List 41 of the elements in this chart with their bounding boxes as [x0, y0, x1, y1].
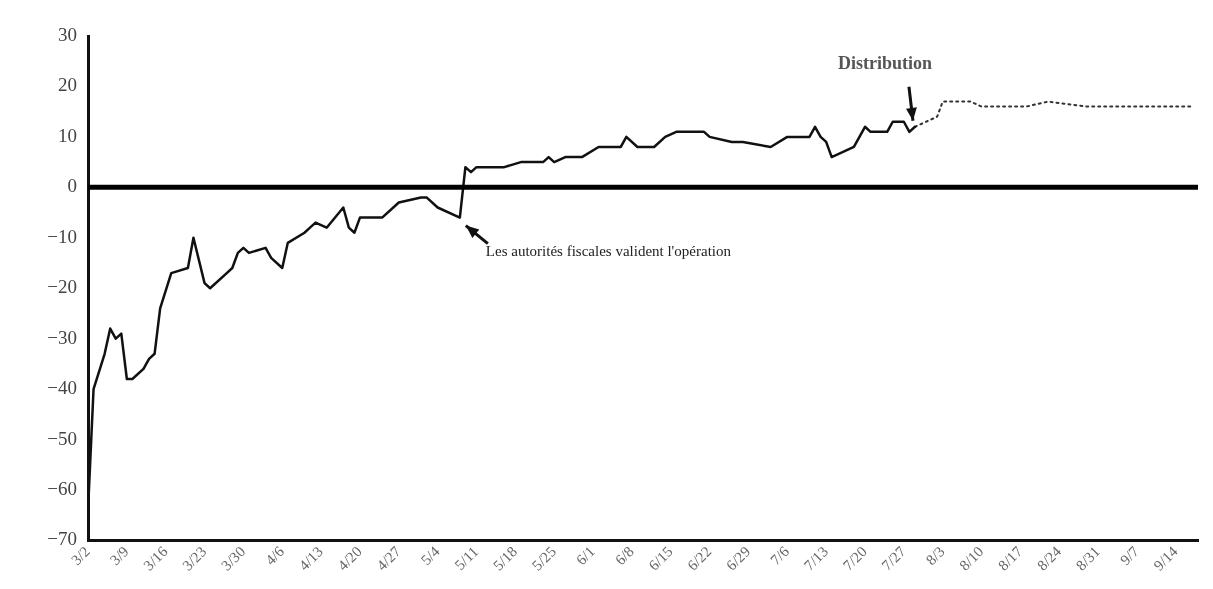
y-tick-label: −10 [47, 225, 77, 247]
x-tick-label: 3/16 [140, 543, 171, 574]
x-tick-label: 8/10 [956, 543, 987, 574]
x-tick-label: 3/30 [218, 543, 249, 574]
x-tick-label: 3/23 [179, 543, 210, 574]
x-tick-label: 6/15 [645, 543, 676, 574]
x-tick-label: 4/6 [262, 543, 288, 569]
x-tick-label: 8/3 [922, 543, 948, 569]
y-tick-label: 0 [67, 175, 77, 197]
y-tick-label: −20 [47, 276, 77, 298]
x-tick-label: 5/18 [490, 543, 521, 574]
y-tick-label: 30 [58, 23, 77, 45]
x-tick-label: 6/29 [723, 543, 754, 574]
x-tick-label: 7/20 [839, 543, 870, 574]
y-tick-label: 10 [58, 124, 77, 146]
x-tick-label: 7/13 [800, 543, 832, 574]
x-tick-label: 8/24 [1033, 543, 1065, 574]
x-tick-label: 5/25 [528, 543, 560, 574]
annotation: Distribution [837, 53, 932, 74]
x-tick-label: 3/9 [106, 543, 132, 569]
x-tick-label: 6/8 [611, 543, 637, 569]
annotation: Les autorités fiscales valident l'opération [485, 242, 732, 259]
x-tick-label: 4/20 [334, 543, 365, 574]
x-tick-label: 6/22 [684, 543, 715, 574]
y-tick-label: −40 [47, 377, 77, 399]
x-tick-label: 5/11 [451, 543, 482, 574]
x-tick-label: 4/27 [373, 543, 405, 574]
y-tick-label: 20 [58, 74, 77, 96]
x-tick-label: 7/27 [878, 543, 910, 574]
x-tick-label: 9/7 [1116, 543, 1143, 569]
x-tick-label: 5/4 [417, 543, 443, 569]
x-tick-label: 8/31 [1072, 543, 1104, 574]
x-tick-label: 4/13 [295, 543, 327, 574]
y-tick-label: −60 [47, 477, 77, 499]
x-tick-label: 6/1 [573, 543, 598, 569]
x-tick-label: 8/17 [995, 543, 1026, 574]
x-tick-label: 9/14 [1150, 543, 1182, 574]
y-tick-label: −30 [47, 326, 77, 348]
y-tick-label: −70 [47, 528, 77, 550]
y-tick-label: −50 [47, 427, 77, 449]
x-tick-label: 7/6 [767, 543, 793, 569]
